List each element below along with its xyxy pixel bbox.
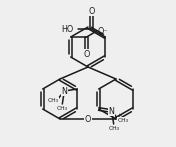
Text: CH₃: CH₃	[108, 127, 119, 132]
Text: HO: HO	[61, 25, 73, 34]
Text: N: N	[61, 86, 67, 96]
Text: N: N	[109, 106, 115, 116]
Text: CH₃: CH₃	[48, 97, 59, 102]
Text: O: O	[88, 6, 95, 15]
Text: +: +	[117, 113, 122, 119]
Text: CH₃: CH₃	[57, 106, 68, 112]
Text: O: O	[83, 50, 90, 59]
Text: O: O	[85, 115, 91, 123]
Text: CH₃: CH₃	[117, 117, 128, 122]
Text: O⁻: O⁻	[98, 26, 108, 35]
